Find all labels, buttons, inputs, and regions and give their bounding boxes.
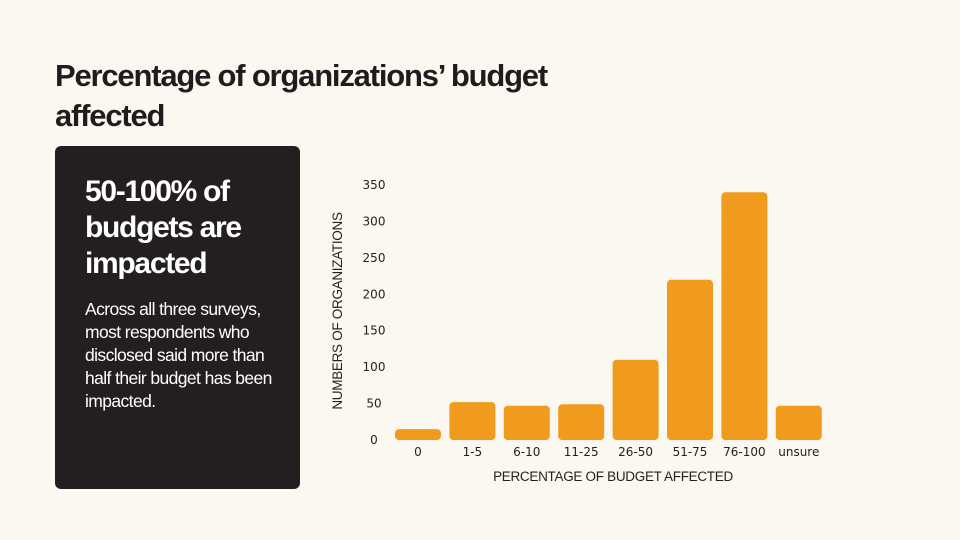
y-tick-label: 50 [366,397,381,411]
y-tick-label: 350 [363,178,386,192]
x-tick-label: 0 [414,445,422,459]
bar-51-75 [667,279,713,440]
summary-card: 50-100% of budgets are impacted Across a… [55,146,300,489]
summary-heading: 50-100% of budgets are impacted [85,175,242,280]
bar-26-50 [612,359,659,440]
x-tick-label: 51-75 [673,445,708,459]
y-axis-label: NUMBERS OF ORGANIZATIONS [330,212,345,410]
y-tick-label: 150 [363,324,386,338]
x-tick-label: unsure [778,445,819,459]
bar-unsure [775,405,822,440]
y-tick-label: 100 [363,360,386,374]
summary-body: Across all three surveys, most responden… [85,299,272,411]
bar-0 [395,429,441,440]
bar-1-5 [449,402,496,440]
y-axis-ticks: 0 50 100 150 200 250 300 350 [363,178,386,447]
y-tick-label: 250 [363,251,386,265]
y-tick-label: 300 [363,214,386,228]
x-axis-ticks: 0 1-5 6-10 11-25 26-50 51-75 76-100 unsure [414,445,819,459]
bar-11-25 [558,404,605,440]
page-title: Percentage of organizations’ budget affe… [55,58,548,133]
x-tick-label: 26-50 [618,445,653,459]
bar-6-10 [503,405,550,440]
x-tick-label: 1-5 [463,445,483,459]
y-tick-label: 0 [370,433,378,447]
y-tick-label: 200 [363,287,386,301]
bars [395,192,822,440]
x-tick-label: 6-10 [513,445,540,459]
x-tick-label: 11-25 [564,445,599,459]
bar-76-100 [721,192,768,440]
x-tick-label: 76-100 [723,445,766,459]
x-axis-label: PERCENTAGE OF BUDGET AFFECTED [493,469,733,484]
